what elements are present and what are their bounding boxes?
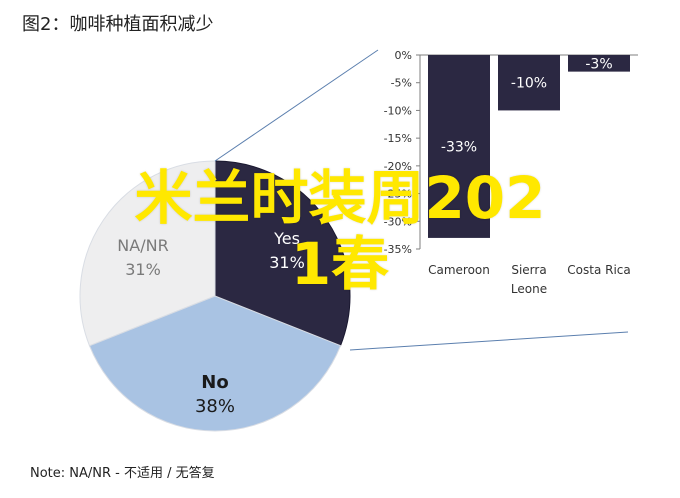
y-tick-label: -20% [384, 160, 412, 173]
bar-data-label: -10% [511, 76, 547, 92]
x-tick-label: Costa Rica [567, 263, 630, 277]
y-tick-label: 0% [395, 49, 412, 62]
y-tick-label: -30% [384, 215, 412, 228]
y-tick-label: -25% [384, 188, 412, 201]
y-tick-label: -35% [384, 243, 412, 256]
bar-data-label: -33% [441, 139, 477, 155]
pie-slice-nanr [79, 160, 216, 347]
chart-note: Note: NA/NR - 不适用 / 无答复 [30, 466, 215, 481]
connector-line-top [214, 49, 379, 162]
pie-slice-yes [214, 160, 351, 347]
x-tick-label: Sierra [511, 263, 546, 277]
pie-value-label: 31% [269, 253, 305, 272]
y-tick-label: -10% [384, 104, 412, 117]
x-tick-label: Cameroon [428, 263, 490, 277]
bar-data-label: -3% [585, 56, 612, 72]
pie-value-label: 31% [125, 260, 161, 279]
y-tick-label: -15% [384, 132, 412, 145]
bar-cameroon [428, 55, 490, 238]
pie-label: Yes [273, 229, 300, 248]
bar-costa-rica [568, 55, 630, 72]
pie-label: No [201, 372, 228, 393]
pie-label: NA/NR [117, 236, 168, 255]
pie-value-label: 38% [195, 396, 235, 417]
pie-slice-no [88, 295, 342, 432]
chart-title: 图2：咖啡种植面积减少 [22, 14, 214, 35]
connector-line-bottom [349, 331, 629, 351]
y-tick-label: -5% [391, 77, 412, 90]
x-tick-label: Leone [511, 282, 547, 296]
bar-sierra-leone [498, 55, 560, 111]
